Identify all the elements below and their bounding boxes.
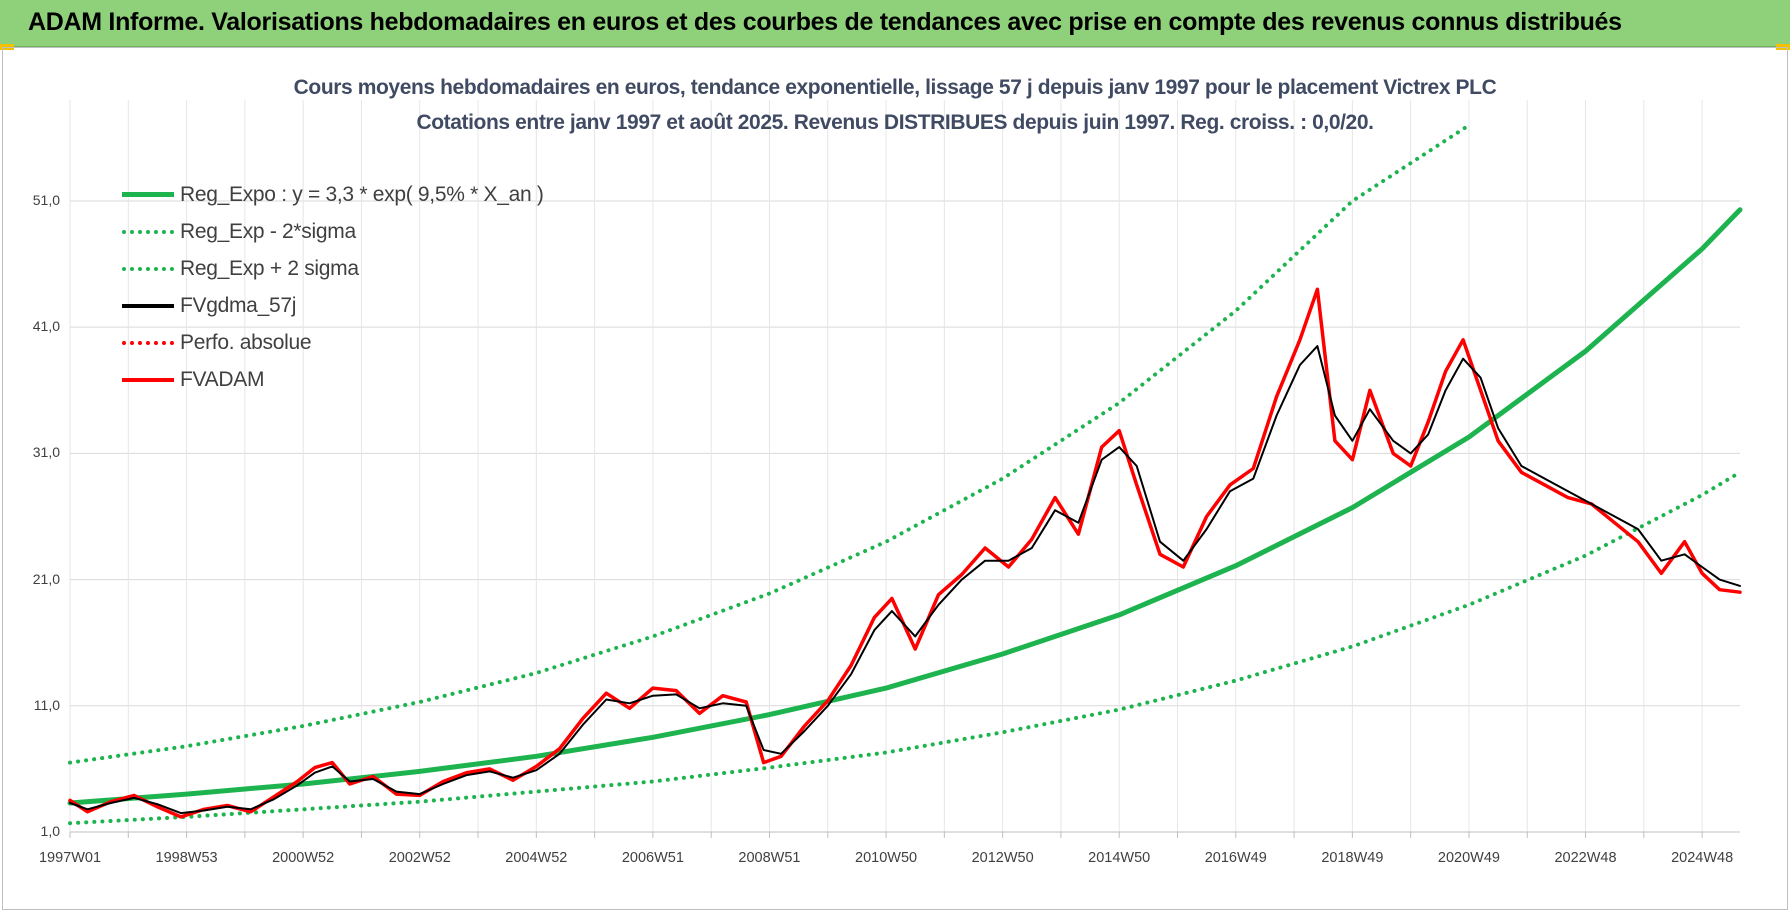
y-tick-label: 21,0 — [32, 570, 60, 587]
x-tick-label: 2018W49 — [1321, 850, 1384, 866]
legend-label: Reg_Exp - 2*sigma — [180, 219, 356, 243]
legend-swatch — [122, 192, 174, 197]
x-tick-label: 2010W50 — [855, 850, 918, 866]
header-bar: ADAM Informe. Valorisations hebdomadaire… — [0, 0, 1790, 47]
header-title: ADAM Informe. Valorisations hebdomadaire… — [28, 8, 1622, 36]
legend-label: Perfo. absolue — [180, 330, 312, 354]
y-tick-label: 1,0 — [40, 823, 60, 839]
series-layer — [67, 123, 1743, 826]
y-tick-label: 51,0 — [32, 191, 60, 208]
x-tick-label: 2008W51 — [738, 850, 801, 866]
legend-label: FVADAM — [180, 367, 265, 391]
y-tick-label: 31,0 — [32, 444, 60, 461]
x-tick-label: 2006W51 — [621, 850, 684, 866]
legend-item: FVADAM — [122, 361, 544, 398]
legend-item: Reg_Exp - 2*sigma — [122, 213, 544, 250]
x-tick-label: 2022W48 — [1554, 850, 1617, 866]
y-tick-label: 11,0 — [33, 696, 60, 713]
legend-swatch — [122, 340, 174, 345]
chart-frame — [2, 47, 1788, 910]
x-tick-label: 2012W50 — [971, 850, 1034, 866]
legend-swatch — [122, 266, 174, 271]
x-tick-label: 2020W49 — [1437, 850, 1500, 866]
x-tick-label: 2004W52 — [505, 850, 568, 866]
legend-label: FVgdma_57j — [180, 293, 297, 317]
legend-item: Reg_Exp + 2 sigma — [122, 250, 544, 287]
series-line-3 — [68, 123, 1471, 765]
chart-legend: Reg_Expo : y = 3,3 * exp( 9,5% * X_an ) R… — [122, 176, 544, 398]
x-tick-label: 2002W52 — [388, 850, 451, 866]
legend-item: Perfo. absolue — [122, 324, 544, 361]
x-tick-label: 2024W48 — [1671, 850, 1734, 866]
legend-label: Reg_Expo : y = 3,3 * exp( 9,5% * X_an ) — [180, 182, 544, 206]
x-tick-label: 1997W01 — [38, 850, 102, 866]
series-line-2 — [68, 470, 1742, 826]
y-tick-label: 41,0 — [32, 318, 60, 335]
chart-title: Cours moyens hebdomadaires en euros, ten… — [293, 76, 1497, 99]
legend-swatch — [122, 229, 174, 234]
legend-swatch — [122, 303, 174, 308]
x-tick-label: 2000W52 — [272, 850, 335, 866]
x-tick-label: 2014W50 — [1088, 850, 1151, 866]
legend-item: Reg_Expo : y = 3,3 * exp( 9,5% * X_an ) — [122, 176, 544, 213]
legend-label: Reg_Exp + 2 sigma — [180, 256, 359, 280]
series-line-1 — [67, 207, 1743, 806]
legend-item: FVgdma_57j — [122, 287, 544, 324]
x-tick-label: 1998W53 — [155, 850, 218, 866]
x-tick-label: 2016W49 — [1204, 850, 1267, 866]
series-line-4 — [69, 345, 1741, 815]
chart-subtitle: Cotations entre janv 1997 et août 2025. … — [416, 111, 1374, 134]
legend-swatch — [122, 377, 174, 382]
